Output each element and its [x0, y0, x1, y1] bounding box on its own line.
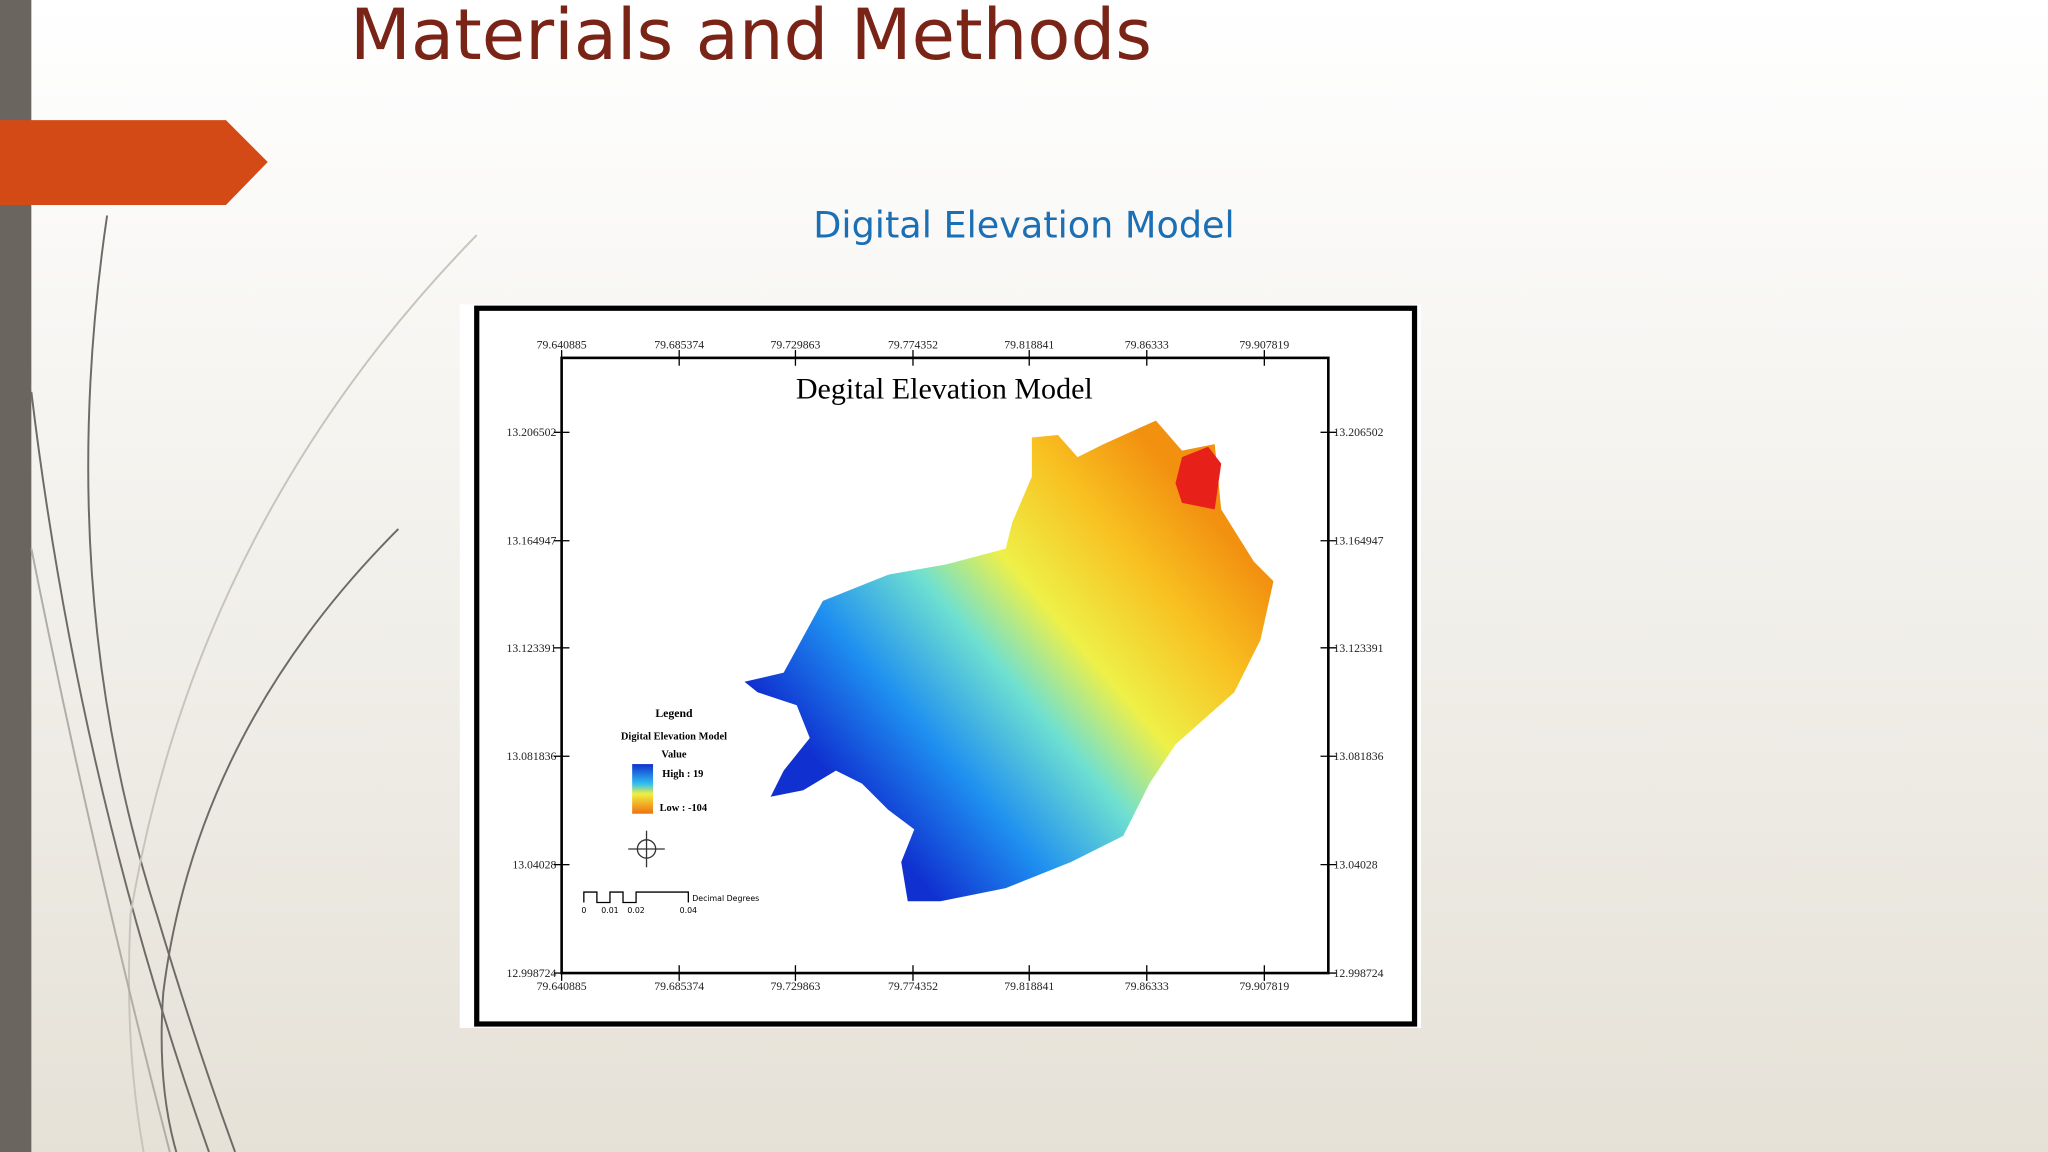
legend-ramp	[632, 764, 654, 814]
legend-field: Value	[661, 750, 687, 761]
y-coord-label-left: 13.04028	[512, 859, 556, 872]
slide-title: Materials and Methods	[350, 0, 1152, 76]
x-coord-label-bottom: 79.729863	[770, 980, 820, 993]
x-coord-label-bottom: 79.818841	[1004, 980, 1054, 993]
x-coord-label-bottom: 79.907819	[1239, 980, 1289, 993]
y-coord-label-left: 13.123391	[506, 642, 556, 655]
y-coord-label-right: 13.04028	[1334, 859, 1378, 872]
legend-layer: Digital Elevation Model	[621, 731, 727, 742]
map-title: Degital Elevation Model	[796, 372, 1093, 405]
decor-curves	[30, 215, 478, 1152]
x-coord-label-bottom: 79.86333	[1125, 980, 1169, 993]
y-coord-label-right: 12.998724	[1334, 967, 1384, 980]
legend-low: Low : -104	[660, 803, 708, 814]
y-coord-label-right: 13.081836	[1334, 750, 1384, 763]
scale-label: 0.01	[601, 906, 618, 915]
y-coord-label-right: 13.123391	[1334, 642, 1384, 655]
slide-subtitle: Digital Elevation Model	[813, 204, 1234, 247]
scale-label: 0.02	[627, 906, 644, 915]
legend-title: Legend	[655, 707, 693, 720]
map-figure: Degital Elevation Model Legend Digital E…	[459, 304, 1422, 1028]
scale-label: 0	[581, 906, 586, 915]
y-coord-label-left: 13.081836	[506, 750, 556, 763]
y-coord-label-left: 13.206502	[506, 426, 556, 439]
x-coord-label-top: 79.729863	[770, 339, 820, 352]
y-coord-label-left: 12.998724	[506, 967, 556, 980]
x-coord-label-top: 79.774352	[888, 339, 938, 352]
scale-bar	[583, 891, 689, 904]
x-coord-label-bottom: 79.774352	[888, 980, 938, 993]
dem-raster	[744, 420, 1274, 902]
accent-arrow	[0, 120, 268, 206]
x-coord-label-bottom: 79.640885	[537, 980, 587, 993]
x-coord-label-top: 79.907819	[1239, 339, 1289, 352]
north-arrow	[628, 830, 665, 868]
dem-high-patch	[1175, 446, 1222, 510]
x-coord-label-top: 79.86333	[1125, 339, 1169, 352]
y-coord-label-right: 13.206502	[1334, 426, 1384, 439]
x-coord-label-top: 79.640885	[537, 339, 587, 352]
y-coord-label-right: 13.164947	[1334, 535, 1384, 548]
x-coord-label-top: 79.685374	[654, 339, 704, 352]
scale-label: 0.04	[680, 906, 697, 915]
legend-high: High : 19	[662, 769, 703, 780]
x-coord-label-bottom: 79.685374	[654, 980, 704, 993]
x-coord-label-top: 79.818841	[1004, 339, 1054, 352]
y-coord-label-left: 13.164947	[506, 535, 556, 548]
scale-unit: Decimal Degrees	[692, 894, 759, 903]
